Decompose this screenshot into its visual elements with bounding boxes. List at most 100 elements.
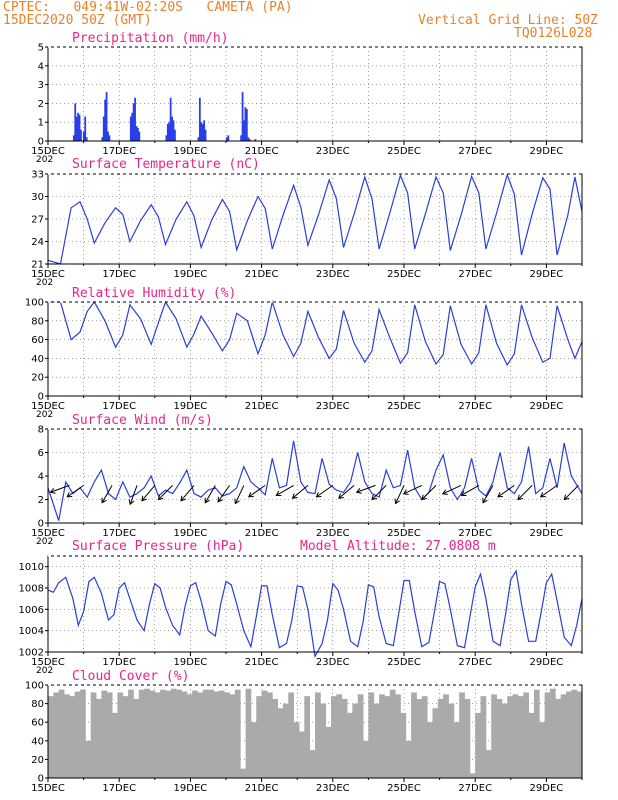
cloud-bar <box>197 692 204 778</box>
wind-xtick-label: 23DEC <box>316 528 350 539</box>
wind-arrow-shaft <box>540 484 558 498</box>
wind-arrow-head <box>441 489 448 495</box>
precip-xtick-label: 25DEC <box>387 146 421 157</box>
cloud-bar <box>48 696 54 778</box>
cloud-bar <box>208 689 214 778</box>
cloud-bar <box>501 703 508 778</box>
wind-arrow-head <box>204 497 210 504</box>
pressure-ytick-label: 1006 <box>19 605 44 616</box>
cloud-bar <box>293 722 300 778</box>
precip-bar <box>102 116 105 141</box>
pressure-line <box>47 569 583 659</box>
cloud-bar <box>74 691 81 778</box>
pressure-xtick-label: 19DEC <box>174 657 208 668</box>
cloud-bar <box>58 689 65 778</box>
cloud-bar <box>469 773 476 778</box>
wind-arrow <box>247 484 266 498</box>
wind-ytick-label: 0 <box>38 519 44 530</box>
wind-arrow <box>315 484 334 498</box>
cloud-bar <box>149 690 156 778</box>
precip-bar <box>84 116 87 141</box>
cloud-bar <box>304 696 311 778</box>
cloud-bar <box>90 692 97 778</box>
wind-arrow <box>394 485 405 505</box>
precip-frame <box>47 46 583 142</box>
cloud-bar <box>341 698 348 778</box>
wind-arrow-shaft <box>158 485 173 500</box>
wind-arrow <box>355 484 376 494</box>
precip-ytick-label: 1 <box>38 118 44 129</box>
cloud-title: Cloud Cover (%) <box>72 669 189 684</box>
precip-bar <box>134 97 136 141</box>
wind-arrow-head <box>338 493 344 499</box>
header-grid-note: Vertical Grid Line: 50Z <box>418 13 599 28</box>
humidity-xtick-label: 17DEC <box>102 401 136 412</box>
cloud-xtick-label: 15DEC <box>31 783 65 794</box>
cloud-bar <box>315 692 321 778</box>
precip-xtick-label: 17DEC <box>102 146 136 157</box>
wind-ytick-label: 6 <box>38 448 44 459</box>
cloud-bar <box>85 740 92 778</box>
cloud-xtick-label: 25DEC <box>387 783 421 794</box>
wind-arrow <box>234 485 245 505</box>
pressure-ytick-label: 1008 <box>19 584 44 595</box>
cloud-bar <box>400 712 407 778</box>
cloud-bar <box>555 698 562 778</box>
cloud-bar <box>416 698 423 778</box>
humidity-line <box>48 299 583 367</box>
cloud-ytick-label: 60 <box>31 718 44 729</box>
wind-arrow-head <box>497 492 503 498</box>
wind-arrow-shaft <box>217 485 230 503</box>
cloud-bar <box>485 750 492 778</box>
humidity-panel: 0 20 40 60 80 100 15DEC 17DEC 19DEC 21DEC 23DEC 25D… <box>25 286 583 420</box>
cloud-bar <box>507 696 513 778</box>
wind-xtick-label: 21DEC <box>245 528 279 539</box>
wind-arrow-head <box>402 489 409 495</box>
cloud-bar <box>576 691 583 778</box>
cloud-bar <box>432 708 439 778</box>
cloud-bar <box>533 689 540 778</box>
wind-arrow <box>517 485 533 501</box>
cloud-bar <box>421 696 428 778</box>
cloud-bar <box>480 696 487 778</box>
wind-arrow-head <box>517 494 523 501</box>
cloud-bar <box>464 698 471 778</box>
temperature-xtick-label: 25DEC <box>387 269 421 280</box>
wind-arrow-shaft <box>292 485 309 499</box>
cloud-bar <box>170 688 177 778</box>
precip-bar <box>174 129 176 141</box>
wind-arrow-head <box>355 488 362 494</box>
wind-arrow <box>141 485 156 502</box>
cloud-bar <box>213 691 220 778</box>
precip-bar <box>198 97 201 141</box>
precip-bar <box>245 109 248 141</box>
cloud-bar <box>528 712 535 778</box>
cloud-bar <box>384 696 391 778</box>
precip-bar <box>227 135 230 141</box>
cloud-bar <box>309 750 316 778</box>
cloud-bar <box>496 698 503 778</box>
temperature-ytick-label: 27 <box>31 215 44 226</box>
cloud-bar <box>571 689 578 778</box>
wind-arrow-head <box>141 495 147 502</box>
precip-bar <box>197 137 200 141</box>
cloud-bar <box>352 703 359 778</box>
wind-arrow <box>497 484 515 498</box>
header-station: CPTEC: 049:41W-02:20S CAMETA (PA) <box>3 0 293 15</box>
precip-bar <box>137 127 139 141</box>
wind-arrow-shaft <box>461 484 480 496</box>
precip-bar <box>138 131 141 141</box>
humidity-ytick-label: 80 <box>31 316 44 327</box>
cloud-bar <box>565 691 572 778</box>
cloud-bar <box>106 692 113 778</box>
pressure-xtick-label: 21DEC <box>245 657 279 668</box>
temperature-ytick-label: 24 <box>31 237 44 248</box>
wind-arrow-head <box>49 488 56 494</box>
humidity-xtick-label: 27DEC <box>458 401 492 412</box>
cloud-bar <box>373 703 380 778</box>
precip-bar <box>203 120 206 141</box>
wind-arrow <box>460 484 480 496</box>
wind-arrow <box>338 485 355 499</box>
pressure-panel: 1002 1004 1006 1008 1010 15DEC 17DEC 19DEC 21DEC… <box>19 539 583 676</box>
wind-arrow-shaft <box>276 484 294 496</box>
